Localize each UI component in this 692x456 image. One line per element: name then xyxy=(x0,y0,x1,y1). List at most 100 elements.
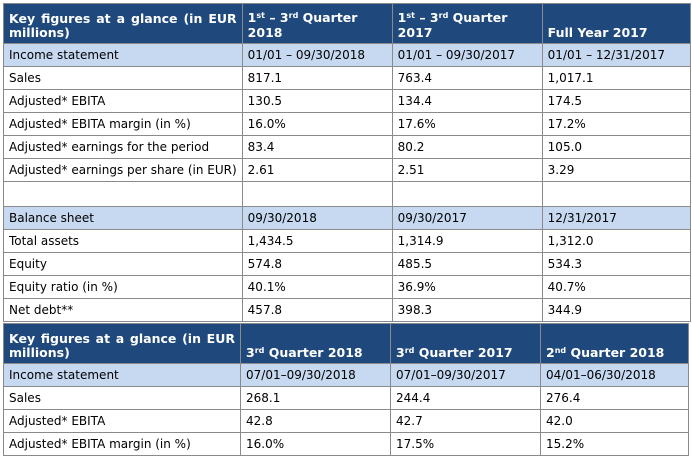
header-text-part: rd xyxy=(288,11,299,20)
value-cell: 01/01 – 09/30/2018 xyxy=(241,43,393,67)
header-text-part: Quarter 2018 xyxy=(264,345,363,360)
value-cell: 12/31/2017 xyxy=(541,206,691,230)
value-cell: 42.7 xyxy=(390,409,541,433)
value-cell: 398.3 xyxy=(391,298,543,322)
value-cell: 574.8 xyxy=(241,252,393,276)
header-text-part: – 3 xyxy=(264,10,289,25)
row-label: Adjusted* EBITA margin (in %) xyxy=(3,432,241,456)
table-row: Net debt** 457.8 398.3 344.9 xyxy=(3,298,691,322)
table-row: Equity 574.8 485.5 534.3 xyxy=(3,252,691,276)
table-row: Adjusted* EBITA 42.8 42.7 42.0 xyxy=(3,409,689,433)
value-cell: 485.5 xyxy=(391,252,543,276)
table-row: Sales 268.1 244.4 276.4 xyxy=(3,386,689,410)
section-header-row: Balance sheet 09/30/2018 09/30/2017 12/31/2… xyxy=(3,206,691,230)
row-label: Net debt** xyxy=(3,298,243,322)
row-label: Adjusted* earnings for the period xyxy=(3,135,243,159)
value-cell: 80.2 xyxy=(391,135,543,159)
value-cell xyxy=(241,181,393,207)
value-cell: 130.5 xyxy=(241,89,393,113)
value-cell: 01/01 – 12/31/2017 xyxy=(541,43,691,67)
value-cell xyxy=(391,181,543,207)
value-cell: 174.5 xyxy=(541,89,691,113)
value-cell: 1,314.9 xyxy=(391,229,543,253)
column-header: 2nd Quarter 2018 xyxy=(540,323,689,364)
row-label xyxy=(3,181,243,207)
header-text-part: st xyxy=(256,11,265,20)
table-row: Adjusted* earnings per share (in EUR) 2.6… xyxy=(3,158,691,182)
row-label: Total assets xyxy=(3,229,243,253)
row-label: Equity xyxy=(3,252,243,276)
header-text-part: Quarter 2018 xyxy=(247,10,358,40)
key-figures-table-9m: Key figures at a glance (in EUR millions… xyxy=(3,3,691,322)
header-text-part: Quarter 2017 xyxy=(397,10,508,40)
value-cell: 42.0 xyxy=(540,409,689,433)
table-row: Equity ratio (in %) 40.1% 36.9% 40.7% xyxy=(3,275,691,299)
header-text-part: rd xyxy=(254,346,265,355)
value-cell: 16.0% xyxy=(240,432,391,456)
row-label: Adjusted* EBITA xyxy=(3,89,243,113)
column-header: 1st – 3rd Quarter 2018 xyxy=(241,3,393,44)
value-cell: 17.6% xyxy=(391,112,543,136)
header-text-part: st xyxy=(406,11,415,20)
header-text-part: Quarter 2018 xyxy=(566,345,665,360)
header-text-part: rd xyxy=(438,11,449,20)
table-row: Adjusted* earnings for the period 83.4 80.… xyxy=(3,135,691,159)
header-text-part: 3 xyxy=(246,345,255,360)
value-cell: 09/30/2018 xyxy=(241,206,393,230)
value-cell: 268.1 xyxy=(240,386,391,410)
header-text-part: Full Year 2017 xyxy=(547,25,648,40)
spacer-row xyxy=(3,181,691,207)
value-cell: 83.4 xyxy=(241,135,393,159)
value-cell: 36.9% xyxy=(391,275,543,299)
value-cell: 1,434.5 xyxy=(241,229,393,253)
header-text-part: 2 xyxy=(546,345,555,360)
value-cell: 244.4 xyxy=(390,386,541,410)
value-cell: 2.51 xyxy=(391,158,543,182)
value-cell: 01/01 – 09/30/2017 xyxy=(391,43,543,67)
row-label: Sales xyxy=(3,66,243,90)
value-cell: 276.4 xyxy=(540,386,689,410)
row-label: Sales xyxy=(3,386,241,410)
column-header: 1st – 3rd Quarter 2017 xyxy=(391,3,543,44)
header-text-part: Quarter 2017 xyxy=(414,345,513,360)
section-header-row: Income statement 07/01–09/30/2018 07/01–09… xyxy=(3,363,689,387)
table-header-row: Key figures at a glance (in EUR millions… xyxy=(3,323,689,364)
table-row: Adjusted* EBITA margin (in %) 16.0% 17.6% 1… xyxy=(3,112,691,136)
header-text-part: 1 xyxy=(397,10,407,25)
table-row: Adjusted* EBITA margin (in %) 16.0% 17.5% 1… xyxy=(3,432,689,456)
value-cell: 344.9 xyxy=(541,298,691,322)
value-cell: 17.2% xyxy=(541,112,691,136)
row-label: Balance sheet xyxy=(3,206,243,230)
value-cell: 15.2% xyxy=(540,432,689,456)
column-header: Full Year 2017 xyxy=(541,3,691,44)
value-cell: 04/01–06/30/2018 xyxy=(540,363,689,387)
row-label: Adjusted* earnings per share (in EUR) xyxy=(3,158,243,182)
header-text-part: 3 xyxy=(396,345,405,360)
table-title: Key figures at a glance (in EUR millions… xyxy=(3,323,241,364)
value-cell: 105.0 xyxy=(541,135,691,159)
value-cell: 2.61 xyxy=(241,158,393,182)
table-header-row: Key figures at a glance (in EUR millions… xyxy=(3,3,691,44)
row-label: Income statement xyxy=(3,363,241,387)
value-cell: 42.8 xyxy=(240,409,391,433)
row-label: Equity ratio (in %) xyxy=(3,275,243,299)
header-text-part: rd xyxy=(404,346,415,355)
row-label: Income statement xyxy=(3,43,243,67)
table-title: Key figures at a glance (in EUR millions… xyxy=(3,3,243,44)
value-cell: 1,312.0 xyxy=(541,229,691,253)
column-header: 3rd Quarter 2017 xyxy=(390,323,541,364)
value-cell: 457.8 xyxy=(241,298,393,322)
value-cell: 1,017.1 xyxy=(541,66,691,90)
row-label: Adjusted* EBITA xyxy=(3,409,241,433)
row-label: Adjusted* EBITA margin (in %) xyxy=(3,112,243,136)
value-cell: 40.7% xyxy=(541,275,691,299)
table-row: Sales 817.1 763.4 1,017.1 xyxy=(3,66,691,90)
column-header: 3rd Quarter 2018 xyxy=(240,323,391,364)
value-cell: 763.4 xyxy=(391,66,543,90)
key-figures-table-q3: Key figures at a glance (in EUR millions… xyxy=(3,323,689,456)
value-cell: 817.1 xyxy=(241,66,393,90)
value-cell: 07/01–09/30/2017 xyxy=(390,363,541,387)
value-cell: 07/01–09/30/2018 xyxy=(240,363,391,387)
value-cell: 17.5% xyxy=(390,432,541,456)
header-text-part: – 3 xyxy=(414,10,439,25)
